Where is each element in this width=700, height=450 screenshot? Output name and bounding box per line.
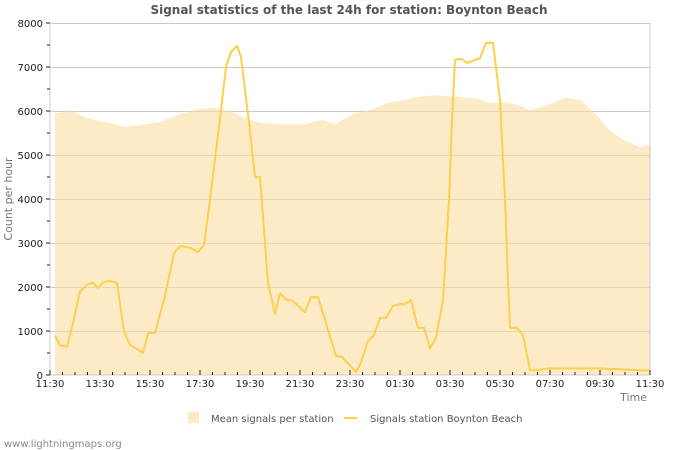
x-tick-label: 07:30: [536, 379, 565, 390]
y-axis-label: Count per hour: [2, 157, 15, 241]
legend-label-mean: Mean signals per station: [211, 414, 334, 425]
mean-swatch-icon: [188, 412, 199, 423]
chart-title: Signal statistics of the last 24h for st…: [150, 3, 547, 17]
x-tick-label: 15:30: [136, 379, 165, 390]
x-tick-label: 23:30: [336, 379, 365, 390]
y-tick-label: 1000: [18, 327, 43, 338]
station-signals-line: [54, 41, 651, 373]
y-axis-ticks: 0 1000 2000 3000 4000 5000 6000 7000 8000: [18, 19, 50, 382]
source-footer: www.lightningmaps.org: [4, 439, 122, 450]
legend: Mean signals per station Signals station…: [188, 412, 522, 425]
x-tick-label: 03:30: [436, 379, 465, 390]
x-axis-ticks: 11:30 13:30 15:30 17:30 19:30 21:30 23:30 01:30…: [36, 370, 665, 390]
x-tick-label: 11:30: [636, 379, 665, 390]
y-tick-label: 7000: [18, 63, 43, 74]
x-axis-label: Time: [619, 391, 647, 404]
plot-area: [49, 23, 651, 376]
x-tick-label: 01:30: [386, 379, 415, 390]
legend-label-station: Signals station Boynton Beach: [370, 414, 522, 425]
x-tick-label: 21:30: [286, 379, 315, 390]
y-tick-label: 0: [37, 371, 43, 382]
legend-item-mean[interactable]: Mean signals per station: [188, 412, 334, 425]
y-tick-label: 3000: [18, 239, 43, 250]
y-tick-label: 5000: [18, 151, 43, 162]
x-tick-label: 13:30: [86, 379, 115, 390]
x-tick-label: 09:30: [586, 379, 615, 390]
x-tick-label: 11:30: [36, 379, 65, 390]
x-tick-label: 19:30: [236, 379, 265, 390]
x-tick-label: 05:30: [486, 379, 515, 390]
mean-signals-area: [55, 95, 650, 375]
y-tick-label: 4000: [18, 195, 43, 206]
y-tick-label: 2000: [18, 283, 43, 294]
gridlines-over-area: [50, 23, 650, 332]
y-tick-label: 6000: [18, 107, 43, 118]
legend-item-station[interactable]: Signals station Boynton Beach: [344, 414, 522, 425]
x-tick-label: 17:30: [186, 379, 215, 390]
y-tick-label: 8000: [18, 19, 43, 30]
